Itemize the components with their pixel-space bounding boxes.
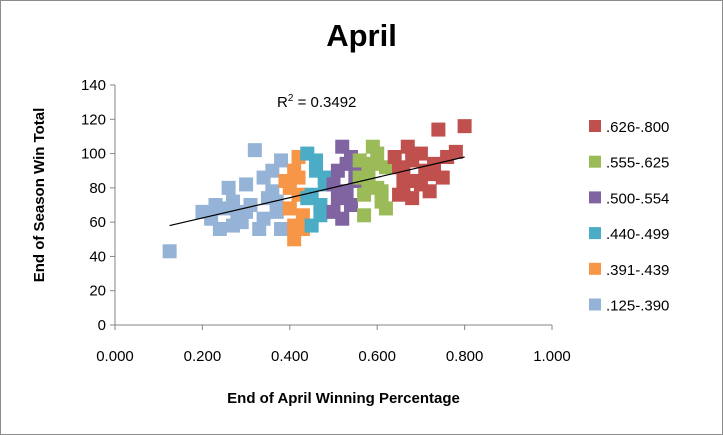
legend: .626-.800 .555-.625 .500-.554 .440-.499 .391… — [589, 119, 669, 315]
chart-title: April — [326, 18, 397, 53]
data-point — [335, 211, 350, 226]
data-point — [221, 180, 236, 195]
y-tick-label: 100 — [81, 146, 106, 163]
data-point — [400, 139, 415, 154]
data-point — [243, 198, 258, 212]
data-point — [352, 153, 367, 168]
y-tick-label: 140 — [81, 77, 106, 94]
data-point — [396, 167, 411, 182]
data-point — [278, 174, 293, 188]
data-point — [448, 144, 463, 159]
data-point — [330, 191, 345, 206]
y-axis-title: End of Season Win Total — [31, 108, 48, 283]
data-point — [392, 187, 407, 202]
data-point — [287, 218, 302, 233]
y-tick-label: 80 — [89, 180, 106, 197]
data-point — [374, 184, 389, 199]
data-point — [309, 153, 324, 168]
data-point — [265, 163, 280, 178]
legend-swatch — [589, 191, 601, 204]
data-point — [212, 222, 227, 236]
data-point — [413, 146, 428, 161]
data-point — [304, 218, 319, 233]
legend-swatch — [589, 227, 601, 240]
y-tick-label: 20 — [89, 283, 106, 300]
legend-swatch — [589, 155, 601, 168]
data-point — [357, 208, 372, 223]
x-tick-label: 0.800 — [446, 348, 484, 365]
y-tick-label: 120 — [81, 111, 106, 128]
data-point — [326, 177, 341, 192]
data-point — [247, 143, 262, 158]
x-axis-title: End of April Winning Percentage — [227, 390, 460, 407]
data-point — [162, 244, 177, 259]
legend-label: .440-.499 — [606, 226, 669, 243]
data-point — [313, 198, 328, 212]
data-point — [239, 177, 254, 192]
data-point — [427, 167, 442, 182]
data-point — [274, 222, 289, 236]
data-point — [378, 201, 393, 216]
legend-swatch — [589, 120, 601, 132]
data-point — [431, 122, 446, 137]
data-point — [208, 198, 223, 212]
data-point — [413, 177, 428, 192]
x-tick-label: 1.000 — [533, 348, 571, 365]
x-tick-label: 0.000 — [96, 348, 134, 365]
data-point — [269, 194, 284, 209]
trendline — [169, 156, 465, 227]
data-point — [256, 211, 271, 226]
legend-label: .500-.554 — [606, 190, 669, 207]
legend-label: .626-.800 — [606, 119, 669, 136]
data-point — [225, 194, 240, 209]
axis-titles: End of April Winning Percentage End of Se… — [31, 108, 460, 407]
legend-label: .555-.625 — [606, 155, 669, 172]
data-points-layer — [162, 119, 472, 259]
data-point — [457, 119, 472, 134]
legend-label: .391-.439 — [606, 262, 669, 279]
y-tick-label: 0 — [98, 317, 106, 334]
axes: 0 20 40 60 80 100 120 140 0.000 0.200 0.400 0.600 0.… — [81, 77, 571, 365]
data-point — [405, 191, 420, 206]
data-point — [291, 170, 306, 185]
data-point — [225, 218, 240, 233]
legend-swatch — [589, 262, 601, 275]
r-squared-annotation: R2 = 0.3492 — [277, 93, 356, 111]
data-point — [357, 187, 372, 202]
data-point — [343, 198, 358, 212]
y-tick-label: 60 — [89, 214, 106, 231]
legend-swatch — [589, 298, 601, 311]
trendline-layer: R2 = 0.3492 — [169, 93, 465, 227]
y-tick-label: 40 — [89, 248, 106, 265]
x-tick-label: 0.400 — [271, 348, 309, 365]
legend-label: .125-.390 — [606, 298, 669, 315]
x-tick-label: 0.200 — [184, 348, 222, 365]
x-tick-label: 0.600 — [358, 348, 396, 365]
data-point — [365, 156, 380, 171]
data-point — [282, 201, 297, 216]
